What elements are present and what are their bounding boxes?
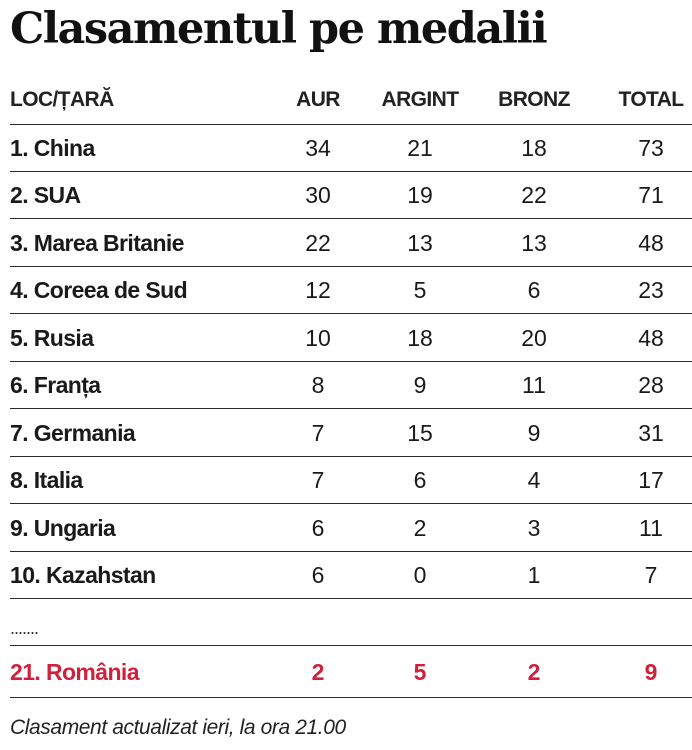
country-name: 6. Franța	[10, 372, 101, 398]
country-name: 2. SUA	[10, 182, 81, 208]
bronze-count: 11	[522, 372, 546, 398]
silver-count: 5	[413, 659, 427, 685]
ellipsis-marker: .......	[10, 618, 39, 638]
table-row: 10. Kazahstan 6 0 1 7	[0, 553, 692, 599]
highlight-row: 21. România 2 5 2 9	[0, 650, 692, 696]
gold-count: 8	[311, 372, 325, 398]
row-divider	[10, 551, 692, 552]
silver-count: 5	[413, 277, 427, 303]
gold-count: 30	[305, 182, 331, 208]
bronze-count: 13	[521, 230, 547, 256]
gold-count: 22	[305, 230, 331, 256]
table-row: 5. Rusia 10 18 20 48	[0, 316, 692, 362]
country-name: 9. Ungaria	[10, 515, 116, 541]
silver-count: 2	[413, 515, 427, 541]
silver-count: 18	[407, 325, 433, 351]
silver-count: 19	[407, 182, 433, 208]
table-row: 1. China 34 21 18 73	[0, 126, 692, 172]
gold-count: 34	[305, 135, 331, 161]
table-row: 3. Marea Britanie 22 13 13 48	[0, 221, 692, 267]
country-name: 5. Rusia	[10, 325, 94, 351]
bronze-count: 2	[527, 659, 541, 685]
header-divider	[10, 124, 692, 125]
row-divider	[10, 171, 692, 172]
country-name: 1. China	[10, 135, 95, 161]
total-count: 73	[638, 135, 664, 161]
country-name: 4. Coreea de Sud	[10, 277, 188, 303]
gold-count: 7	[311, 420, 325, 446]
country-name: 8. Italia	[10, 467, 83, 493]
header-total: TOTAL	[618, 88, 684, 111]
gold-count: 2	[311, 659, 325, 685]
silver-count: 21	[407, 135, 433, 161]
gold-count: 12	[305, 277, 331, 303]
country-name: 7. Germania	[10, 420, 136, 446]
row-divider	[10, 598, 692, 599]
total-count: 23	[638, 277, 664, 303]
total-count: 48	[638, 325, 664, 351]
table-row: 7. Germania 7 15 9 31	[0, 411, 692, 457]
table-row: 6. Franța 8 9 11 28	[0, 363, 692, 409]
header-place-country: LOC/ȚARĂ	[10, 88, 114, 111]
bronze-count: 18	[521, 135, 547, 161]
row-divider	[10, 697, 692, 698]
footnote: Clasament actualizat ieri, la ora 21.00	[10, 716, 346, 739]
country-name: 21. România	[10, 659, 140, 685]
bronze-count: 3	[527, 515, 541, 541]
bronze-count: 20	[521, 325, 547, 351]
bronze-count: 4	[527, 467, 541, 493]
total-count: 9	[644, 659, 658, 685]
row-divider	[10, 408, 692, 409]
bronze-count: 6	[527, 277, 541, 303]
silver-count: 9	[413, 372, 427, 398]
gold-count: 7	[311, 467, 325, 493]
total-count: 71	[638, 182, 664, 208]
total-count: 11	[639, 515, 663, 541]
total-count: 7	[644, 562, 658, 588]
country-name: 10. Kazahstan	[10, 562, 156, 588]
table-header: LOC/ȚARĂ AUR ARGINT BRONZ TOTAL	[0, 88, 692, 116]
row-divider	[10, 218, 692, 219]
row-divider	[10, 313, 692, 314]
bronze-count: 22	[521, 182, 547, 208]
gold-count: 10	[305, 325, 331, 351]
page-title: Clasamentul pe medalii	[10, 4, 548, 54]
header-bronze: BRONZ	[498, 88, 570, 111]
header-silver: ARGINT	[381, 88, 460, 111]
table-row: 8. Italia 7 6 4 17	[0, 458, 692, 504]
total-count: 48	[638, 230, 664, 256]
table-row: 9. Ungaria 6 2 3 11	[0, 506, 692, 552]
bronze-count: 1	[527, 562, 541, 588]
table-row: 4. Coreea de Sud 12 5 6 23	[0, 268, 692, 314]
gold-count: 6	[311, 515, 325, 541]
silver-count: 13	[407, 230, 433, 256]
header-gold: AUR	[296, 88, 340, 111]
total-count: 28	[638, 372, 664, 398]
table-row: 2. SUA 30 19 22 71	[0, 173, 692, 219]
row-divider	[10, 456, 692, 457]
total-count: 17	[638, 467, 664, 493]
silver-count: 15	[407, 420, 433, 446]
row-divider	[10, 361, 692, 362]
row-divider	[10, 645, 692, 646]
silver-count: 6	[413, 467, 427, 493]
total-count: 31	[638, 420, 664, 446]
bronze-count: 9	[527, 420, 541, 446]
row-divider	[10, 503, 692, 504]
gold-count: 6	[311, 562, 325, 588]
country-name: 3. Marea Britanie	[10, 230, 184, 256]
row-divider	[10, 266, 692, 267]
silver-count: 0	[413, 562, 427, 588]
